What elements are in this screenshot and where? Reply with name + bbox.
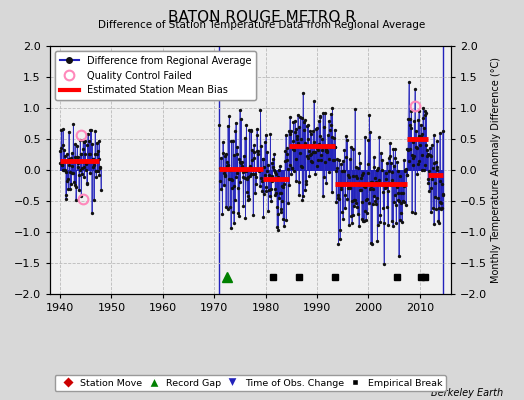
Legend: Difference from Regional Average, Quality Control Failed, Estimated Station Mean: Difference from Regional Average, Qualit… — [54, 51, 256, 100]
Text: BATON ROUGE METRO R: BATON ROUGE METRO R — [168, 10, 356, 25]
Text: Difference of Station Temperature Data from Regional Average: Difference of Station Temperature Data f… — [99, 20, 425, 30]
Text: Berkeley Earth: Berkeley Earth — [431, 388, 503, 398]
Y-axis label: Monthly Temperature Anomaly Difference (°C): Monthly Temperature Anomaly Difference (… — [491, 57, 501, 283]
Legend: Station Move, Record Gap, Time of Obs. Change, Empirical Break: Station Move, Record Gap, Time of Obs. C… — [54, 375, 446, 391]
